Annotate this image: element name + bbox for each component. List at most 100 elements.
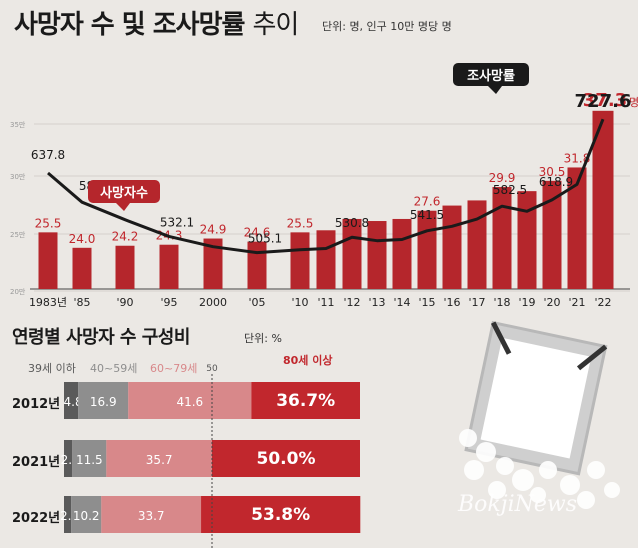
x-tick-label: '16 [443, 296, 460, 309]
x-tick-label: '22 [594, 296, 611, 309]
line-value-label: 541.5 [410, 208, 444, 222]
x-tick-label: '20 [543, 296, 560, 309]
x-tick-label: '15 [418, 296, 435, 309]
stack-segment [64, 496, 72, 533]
bar [316, 230, 336, 289]
x-tick-label: '14 [393, 296, 410, 309]
title-bold: 사망자 수 및 조사망률 [14, 10, 245, 40]
bar-value-unit: 명 [629, 96, 638, 109]
bar [442, 205, 462, 289]
rate-callout-label: 조사망률 [467, 68, 515, 84]
bar-value-label: 25.5 [35, 216, 62, 230]
segment-value-label: 2.4 [60, 509, 79, 523]
x-tick-label: 2000 [199, 296, 227, 309]
legend-label: 39세 이하 [28, 361, 76, 375]
bar [392, 218, 412, 289]
segment-value-label: 33.7 [138, 509, 165, 523]
segment-value-label: 11.5 [76, 453, 103, 467]
row-label: 2022년 [12, 511, 60, 526]
bar-value-label: 25.5 [287, 216, 314, 230]
x-tick-label: '12 [343, 296, 360, 309]
x-tick-label: '19 [518, 296, 535, 309]
line-value-label: 582.5 [493, 183, 527, 197]
segment-value-label: 2.8 [61, 453, 80, 467]
rate-callout: 조사망률 [453, 63, 529, 94]
x-tick-label: '17 [468, 296, 485, 309]
bar-value-label: 24.9 [200, 223, 227, 237]
y-tick-label: 20만 [10, 287, 26, 296]
bar [159, 244, 179, 289]
row-label: 2012년 [12, 397, 60, 412]
x-tick-label: '90 [116, 296, 133, 309]
bar [542, 180, 562, 289]
stack-segment [101, 496, 202, 533]
bar [517, 191, 537, 289]
line-value-label: 727.6 [575, 91, 632, 112]
title-light: 추이 [252, 10, 300, 40]
row-label: 2021년 [12, 455, 60, 470]
stack-segment [78, 382, 129, 419]
stack-segment [64, 382, 79, 419]
segment-value-label: 36.7% [276, 391, 335, 411]
legend-label: 60~79세 [150, 362, 197, 375]
watermark-logo: BokjiNews [458, 492, 577, 517]
stack-segment [71, 496, 102, 533]
bar-value-label: 29.9 [489, 171, 516, 185]
segment-value-label: 53.8% [251, 505, 310, 525]
deaths-callout-box [88, 180, 160, 203]
bar [467, 200, 487, 289]
segment-value-label: 50.0% [257, 449, 316, 469]
segment-value-label: 35.7 [146, 453, 173, 467]
stack-segment [72, 440, 107, 477]
fifty-percent-label: 50 [206, 364, 218, 374]
rate-callout-box [453, 63, 529, 86]
legend-label: 80세 이상 [283, 353, 333, 367]
bar [290, 232, 310, 289]
stack-segment [106, 440, 212, 477]
bar-value-label: 24.0 [69, 232, 96, 246]
line-value-label: 530.8 [335, 216, 369, 230]
bar [38, 232, 58, 289]
x-tick-label: '11 [317, 296, 334, 309]
bar-value-label: 37.3 [583, 90, 627, 111]
bar [492, 187, 512, 289]
x-tick-label: '21 [568, 296, 585, 309]
page-title: 사망자 수 및 조사망률 추이 [14, 4, 300, 41]
bar-value-label: 24.2 [112, 230, 139, 244]
stack-segment [64, 440, 73, 477]
x-tick-label: '85 [73, 296, 90, 309]
bar-value-label: 24.6 [244, 226, 271, 240]
x-tick-label: '18 [493, 296, 510, 309]
x-tick-label: '95 [160, 296, 177, 309]
bar-value-label: 31.8 [564, 151, 591, 165]
bar [72, 247, 92, 289]
stack-segment [212, 440, 360, 477]
legend-label: 40~59세 [90, 362, 137, 375]
bar [417, 210, 437, 289]
x-tick-label: '05 [248, 296, 265, 309]
x-tick-label: 1983년 [29, 296, 67, 309]
bar [367, 221, 387, 289]
y-tick-label: 25만 [10, 230, 26, 239]
composition-unit: 단위: % [244, 332, 282, 345]
rate-callout-pointer [488, 86, 502, 94]
deaths-callout-pointer [116, 203, 130, 211]
line-value-label: 637.8 [31, 148, 65, 162]
composition-title: 연령별 사망자 수 구성비 [12, 327, 190, 348]
bar [203, 238, 223, 289]
stack-segment [251, 382, 360, 419]
line-value-label: 505.1 [248, 232, 282, 246]
segment-value-label: 41.6 [176, 395, 203, 409]
deaths-callout-label: 사망자수 [100, 185, 148, 201]
bar [567, 167, 587, 289]
y-tick-label: 30만 [10, 172, 26, 181]
bar-value-label: 30.5 [539, 165, 566, 179]
line-value-label: 532.1 [160, 215, 194, 229]
segment-value-label: 4.8 [64, 395, 83, 409]
bar [247, 241, 267, 289]
x-tick-label: '10 [291, 296, 308, 309]
y-tick-label: 35만 [10, 120, 26, 129]
bar [115, 245, 135, 289]
unit-note: 단위: 명, 인구 10만 명당 명 [322, 20, 452, 33]
